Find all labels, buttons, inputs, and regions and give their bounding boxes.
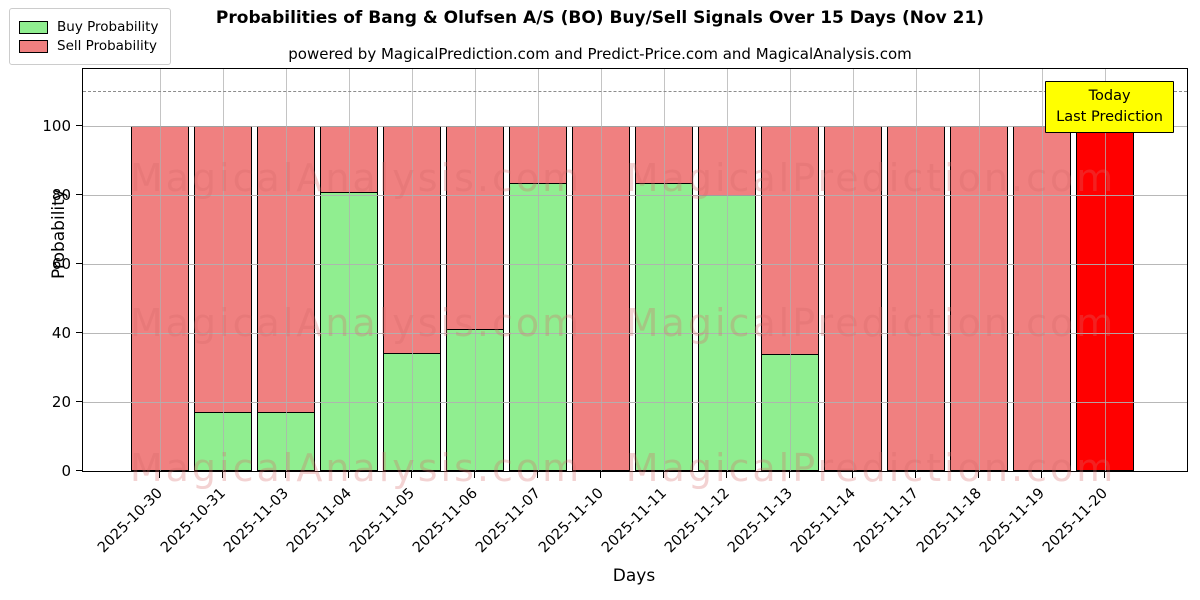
annotation-line-1: Today [1088, 88, 1131, 104]
x-tick [474, 471, 476, 478]
x-tick [852, 471, 854, 478]
x-gridline [538, 69, 539, 471]
x-tick [222, 471, 224, 478]
today-annotation: Today Last Prediction [1045, 81, 1174, 134]
x-tick-label: 2025-11-10 [535, 485, 607, 557]
y-tick-label: 40 [51, 323, 71, 342]
x-tick-label: 2025-11-04 [283, 485, 355, 557]
x-gridline [853, 69, 854, 471]
plot-area: 0 20 40 60 80 100 2025-10-30 2025-10-31 2025-11-… [42, 68, 1188, 556]
x-gridline [286, 69, 287, 471]
y-gridline [83, 401, 1187, 403]
annotation-line-2: Last Prediction [1056, 109, 1163, 126]
y-gridline [83, 263, 1187, 265]
y-tick-label: 100 [42, 116, 71, 135]
x-tick-label: 2025-11-12 [661, 485, 733, 557]
x-tick-label: 2025-10-31 [157, 485, 229, 557]
x-tick-label: 2025-10-30 [94, 485, 166, 557]
x-tick-label: 2025-11-13 [724, 485, 796, 557]
y-tick [76, 401, 83, 403]
x-gridline [412, 69, 413, 471]
x-gridline [916, 69, 917, 471]
x-tick-label: 2025-11-14 [787, 485, 859, 557]
x-tick [915, 471, 917, 478]
x-gridline [1042, 69, 1043, 471]
x-tick-label: 2025-11-18 [913, 485, 985, 557]
y-tick-label: 60 [51, 254, 71, 273]
y-gridline [83, 125, 1187, 127]
chart-title: Probabilities of Bang & Olufsen A/S (BO)… [215, 8, 985, 28]
y-tick [76, 194, 83, 196]
x-tick-label: 2025-11-07 [472, 485, 544, 557]
x-tick [1041, 471, 1043, 478]
x-tick [411, 471, 413, 478]
x-axis-label: Days [612, 566, 656, 586]
x-tick [159, 471, 161, 478]
y-tick-label: 20 [51, 392, 71, 411]
buy-swatch-icon [19, 20, 48, 34]
x-gridline [223, 69, 224, 471]
x-tick-label: 2025-11-17 [850, 485, 922, 557]
x-gridline [727, 69, 728, 471]
x-tick-label: 2025-11-05 [346, 485, 418, 557]
x-gridline [160, 69, 161, 471]
y-tick [76, 470, 83, 472]
x-tick-label: 2025-11-06 [409, 485, 481, 557]
y-gridline [83, 332, 1187, 334]
y-tick [76, 263, 83, 265]
x-gridline [790, 69, 791, 471]
legend-item-sell: Sell Probability [19, 38, 158, 54]
x-tick-label: 2025-11-19 [976, 485, 1048, 557]
x-tick-label: 2025-11-11 [598, 485, 670, 557]
x-tick [348, 471, 350, 478]
x-gridline [601, 69, 602, 471]
x-gridline [1105, 69, 1106, 471]
y-tick-label: 80 [51, 185, 71, 204]
x-tick [1104, 471, 1106, 478]
dashed-threshold-line [83, 91, 1187, 93]
y-gridline [83, 194, 1187, 196]
chart-subtitle: powered by MagicalPrediction.com and Pre… [288, 45, 912, 63]
x-tick [789, 471, 791, 478]
x-tick [978, 471, 980, 478]
x-gridline [979, 69, 980, 471]
legend-sell-label: Sell Probability [57, 38, 158, 54]
y-tick [76, 332, 83, 334]
y-tick [76, 125, 83, 127]
x-gridline [349, 69, 350, 471]
x-tick [663, 471, 665, 478]
legend-buy-label: Buy Probability [57, 19, 159, 35]
x-tick [726, 471, 728, 478]
y-tick-label: 0 [61, 462, 71, 480]
legend-item-buy: Buy Probability [19, 19, 158, 35]
sell-swatch-icon [19, 39, 48, 53]
x-tick-label: 2025-11-20 [1039, 485, 1111, 557]
x-tick [537, 471, 539, 478]
x-gridline [475, 69, 476, 471]
x-gridline [664, 69, 665, 471]
legend: Buy Probability Sell Probability [9, 8, 172, 65]
x-tick [285, 471, 287, 478]
x-tick-label: 2025-11-03 [220, 485, 292, 557]
x-tick [600, 471, 602, 478]
